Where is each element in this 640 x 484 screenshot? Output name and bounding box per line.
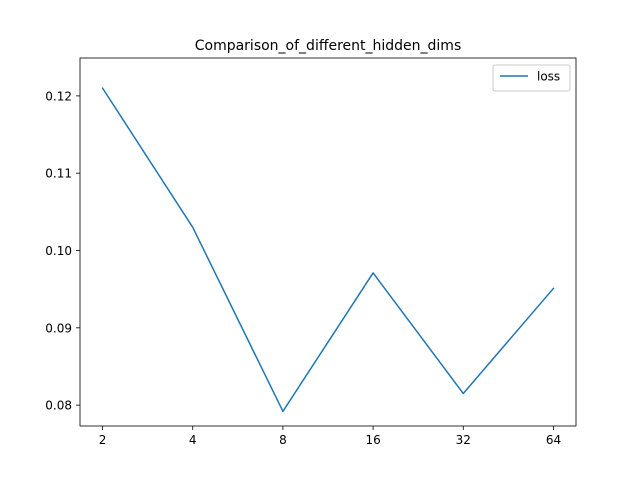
legend: loss (493, 65, 570, 91)
x-tick-label: 64 (546, 433, 561, 447)
x-tick-label: 16 (365, 433, 380, 447)
y-tick-label: 0.12 (45, 89, 72, 103)
y-tick-label: 0.10 (45, 244, 72, 258)
x-tick-label: 4 (189, 433, 197, 447)
y-tick-label: 0.08 (45, 399, 72, 413)
y-tick-label: 0.11 (45, 167, 72, 181)
x-tick-label: 2 (99, 433, 107, 447)
chart-title: Comparison_of_different_hidden_dims (195, 38, 462, 54)
x-tick-label: 32 (456, 433, 471, 447)
x-tick-label: 8 (279, 433, 287, 447)
y-tick-label: 0.09 (45, 321, 72, 335)
legend-label-loss: loss (537, 70, 560, 84)
